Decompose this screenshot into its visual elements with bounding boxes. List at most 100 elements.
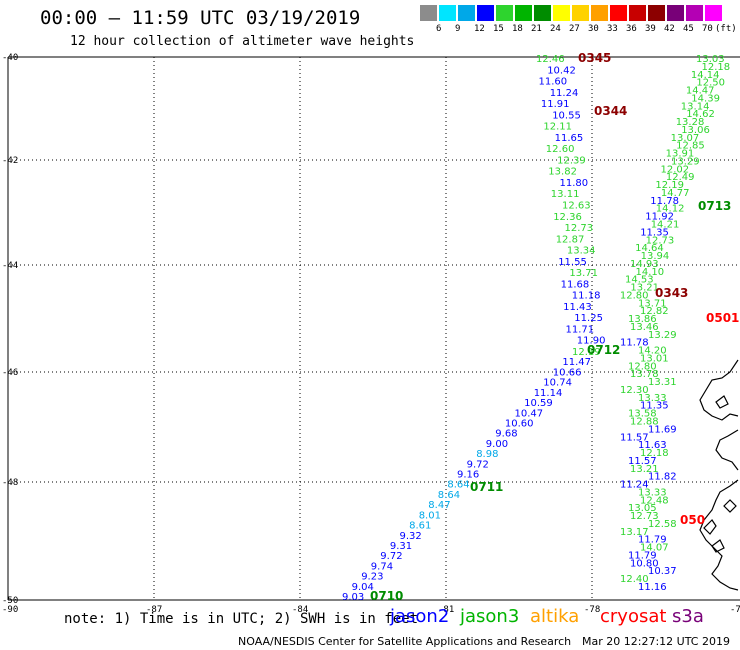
track-value: 10.37 xyxy=(648,566,677,577)
legend-label: 9 xyxy=(455,24,461,34)
track-value: 13.17 xyxy=(620,527,649,538)
track-value: 12.87 xyxy=(556,234,585,245)
time-label: 0711 xyxy=(470,480,503,494)
lon-tick-label: -87 xyxy=(146,605,162,615)
track-value: 12.30 xyxy=(620,385,649,396)
lat-tick-label: -40 xyxy=(2,53,18,63)
satellite-name: s3a xyxy=(672,606,704,627)
axis-tick-labels: -90 -87 -84 -81 -78 -75 -40 -42 -44 -46 -48 -50 xyxy=(2,53,740,615)
track-value: 13.28 xyxy=(676,117,705,128)
track-value: 9.04 xyxy=(352,582,374,593)
track-value: 10.74 xyxy=(543,378,572,389)
track-value: 10.55 xyxy=(552,110,581,121)
track-value: 9.68 xyxy=(495,429,517,440)
legend-swatch xyxy=(610,5,627,21)
track-value: 8.64 xyxy=(438,490,460,501)
track-value: 9.03 xyxy=(342,592,364,603)
time-label: 0713 xyxy=(698,199,731,213)
legend-label: 36 xyxy=(626,24,637,34)
coastline xyxy=(699,359,739,591)
track-value: 12.85 xyxy=(676,141,705,152)
lat-tick-label: -44 xyxy=(2,261,18,271)
track-value: 12.19 xyxy=(572,347,601,358)
track-value: 11.71 xyxy=(566,325,595,336)
track-value: 14.62 xyxy=(686,109,715,120)
track-value: 10.42 xyxy=(547,65,576,76)
track-value: 9.31 xyxy=(390,541,412,552)
track-value: 13.07 xyxy=(671,133,700,144)
satellite-name: altika xyxy=(530,606,580,627)
satellite-name: jason2 xyxy=(390,606,450,627)
legend-label: 33 xyxy=(607,24,618,34)
track-value: 14.21 xyxy=(651,220,680,231)
track-value: 12.11 xyxy=(543,122,572,133)
time-label: 0345 xyxy=(578,51,611,65)
track-value: 13.03 xyxy=(696,54,725,65)
track-value: 14.64 xyxy=(635,243,664,254)
track-value: 14.14 xyxy=(691,70,720,81)
legend-swatch xyxy=(686,5,703,21)
track-value: 13.01 xyxy=(640,354,669,365)
track-value: 12.60 xyxy=(546,144,575,155)
track-value: 13.29 xyxy=(671,156,700,167)
coastline-segment xyxy=(711,539,725,553)
track-value: 12.19 xyxy=(655,180,684,191)
legend-unit: (ft) xyxy=(715,24,737,34)
page-subtitle: 12 hour collection of altimeter wave hei… xyxy=(70,34,415,49)
track-value: 14.93 xyxy=(630,259,659,270)
track-value: 8.47 xyxy=(428,500,450,511)
coastline-segment xyxy=(699,359,739,421)
track-value: 13.82 xyxy=(548,167,577,178)
track-value: 12.02 xyxy=(661,164,690,175)
track-value: 14.10 xyxy=(636,267,665,278)
legend-label: 24 xyxy=(550,24,561,34)
track-value: 13.91 xyxy=(666,149,695,160)
coastline-segment xyxy=(715,395,729,409)
lon-tick-label: -90 xyxy=(2,605,18,615)
track-value: 11.57 xyxy=(628,456,657,467)
track-value: 12.73 xyxy=(630,511,659,522)
lat-tick-label: -48 xyxy=(2,478,18,488)
page-title: 00:00 – 11:59 UTC 03/19/2019 xyxy=(40,7,361,29)
satellite-name: jason3 xyxy=(460,606,520,627)
track-value: 11.35 xyxy=(640,401,669,412)
track-value: 14.20 xyxy=(638,346,667,357)
lat-tick-label: -42 xyxy=(2,156,18,166)
track-value: 11.60 xyxy=(539,77,568,88)
time-label: 0501 xyxy=(706,311,739,325)
track-value: 13.33 xyxy=(638,393,667,404)
track-value: 12.39 xyxy=(557,155,586,166)
coastline-segment xyxy=(699,479,739,591)
track-value: 8.61 xyxy=(409,521,431,532)
lon-tick-label: -75 xyxy=(730,605,740,615)
lon-tick-label: -78 xyxy=(584,605,600,615)
track-value: 13.14 xyxy=(681,101,710,112)
legend-label: 42 xyxy=(664,24,675,34)
track-value: 14.39 xyxy=(691,93,720,104)
track-value: 14.07 xyxy=(640,543,669,554)
time-label: 0712 xyxy=(587,343,620,357)
legend-swatch xyxy=(420,5,437,21)
track-value: 11.91 xyxy=(541,99,570,110)
track-value: 13.71 xyxy=(569,268,598,279)
track-value: 10.59 xyxy=(524,398,553,409)
track-value: 11.47 xyxy=(562,357,591,368)
track-value: 9.72 xyxy=(380,551,402,562)
track-value: 12.63 xyxy=(562,201,591,212)
legend-swatch xyxy=(477,5,494,21)
track-value: 9.00 xyxy=(486,439,508,450)
track-value: 8.98 xyxy=(476,449,498,460)
track-value: 13.05 xyxy=(628,503,657,514)
lon-tick-label: -81 xyxy=(438,605,454,615)
track-value: 11.82 xyxy=(648,472,677,483)
track-value: 12.82 xyxy=(640,306,669,317)
satellite-name: cryosat xyxy=(600,606,667,627)
track-value: 12.36 xyxy=(553,212,582,223)
track-value: 9.72 xyxy=(467,459,489,470)
credit-line: NOAA/NESDIS Center for Satellite Applica… xyxy=(238,635,572,648)
track-value: 13.71 xyxy=(638,298,667,309)
track-value: 13.86 xyxy=(628,314,657,325)
legend-label: 15 xyxy=(493,24,504,34)
track-value: 13.31 xyxy=(648,377,677,388)
